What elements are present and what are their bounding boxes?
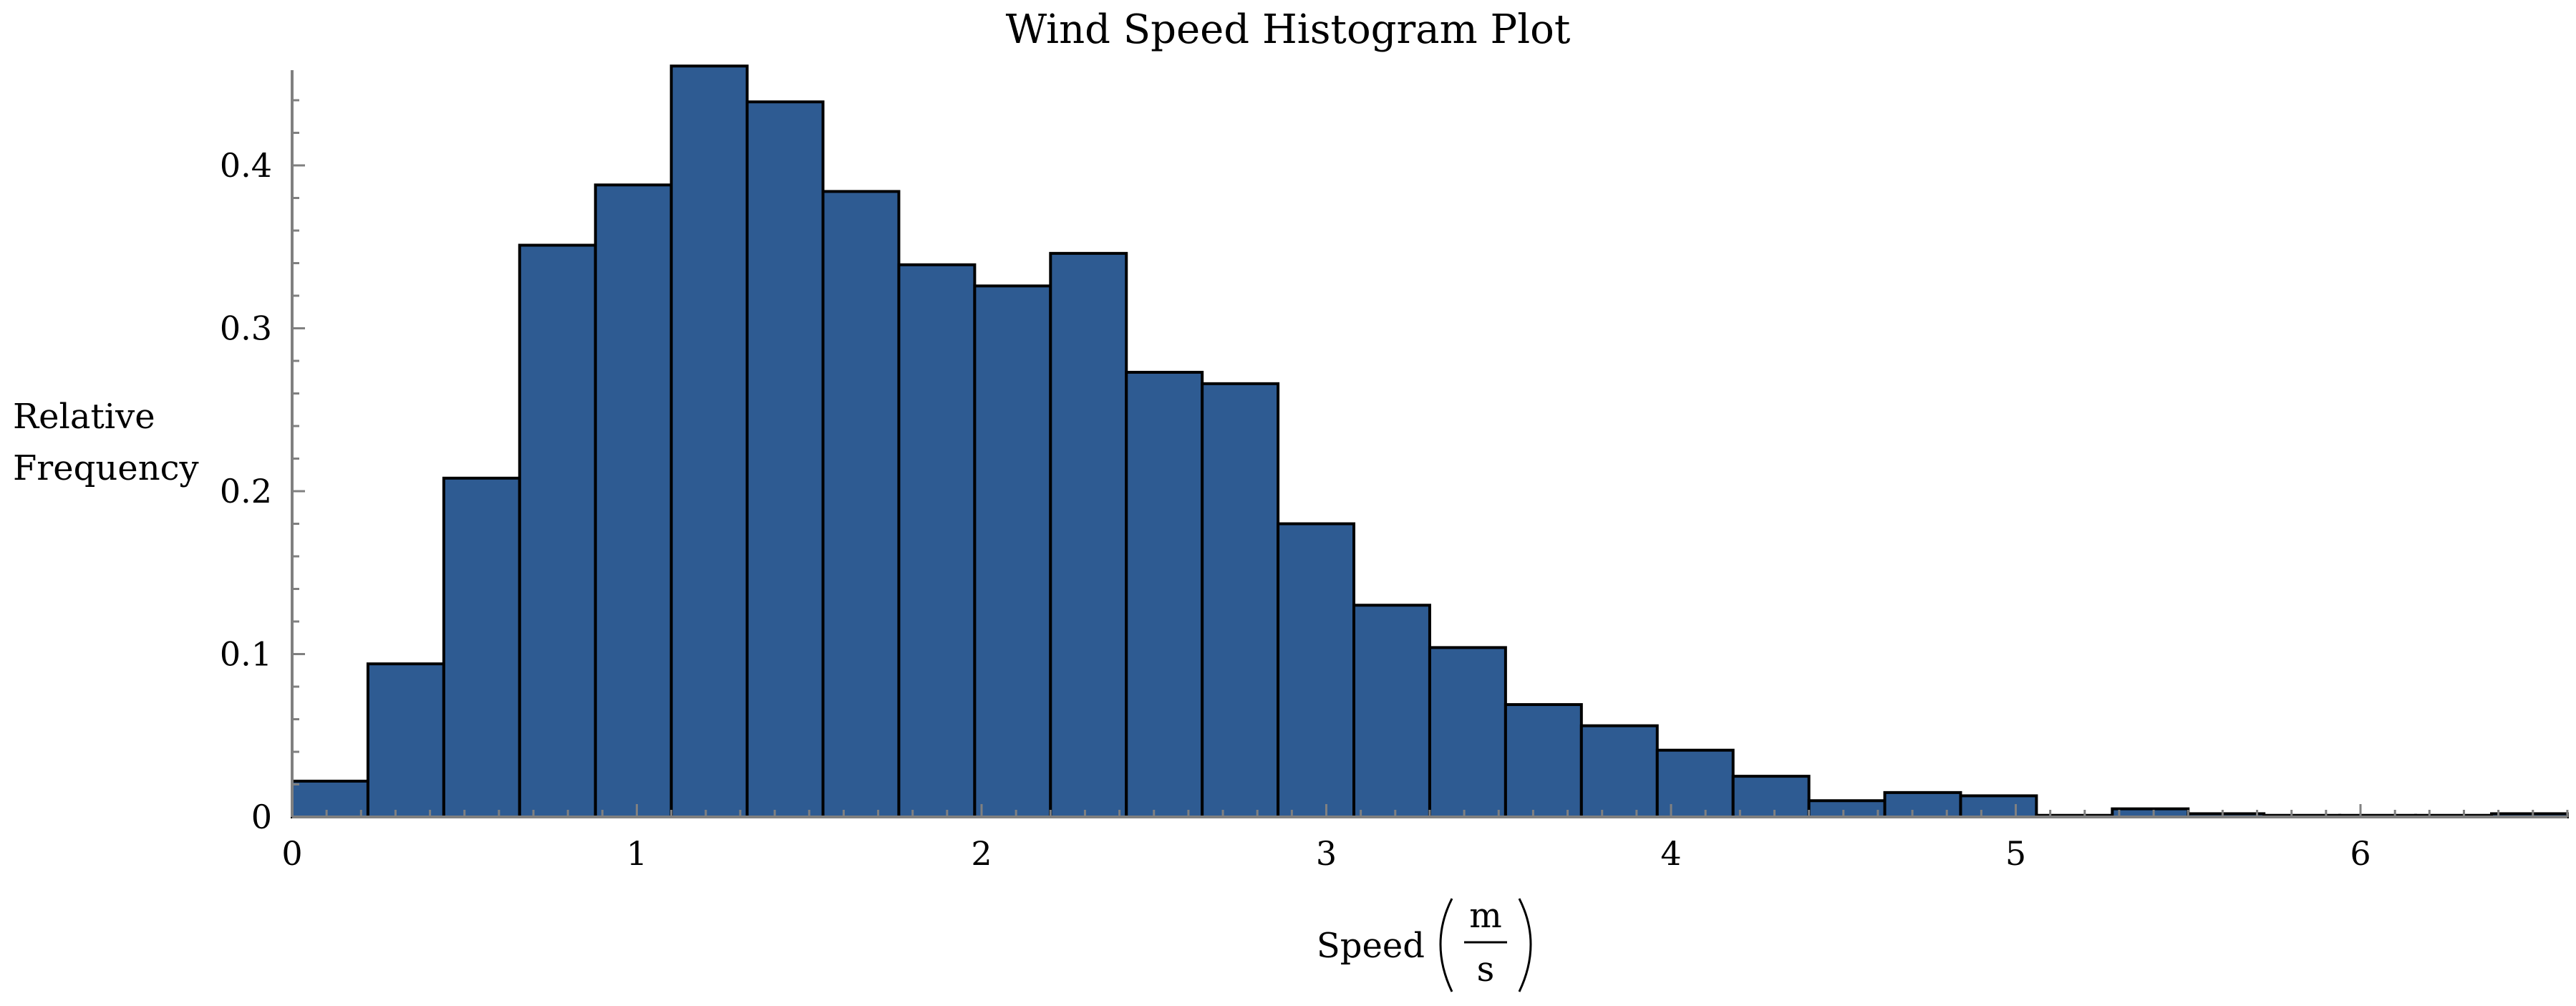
histogram-bar xyxy=(1807,799,1887,818)
x-unit-right-paren xyxy=(1518,898,1532,992)
histogram-bar xyxy=(442,476,521,818)
histogram-bar xyxy=(1579,724,1659,818)
x-tick-label: 0 xyxy=(281,834,302,873)
histogram-bar xyxy=(1352,604,1431,818)
y-tick-label: 0.1 xyxy=(220,635,272,674)
histogram-bar xyxy=(821,190,901,818)
x-axis-label: Speed xyxy=(1317,926,1425,966)
x-ticks-group: 0 1 2 3 4 5 6 xyxy=(281,804,2569,873)
histogram-bar xyxy=(1125,370,1204,818)
x-tick-label: 6 xyxy=(2350,834,2371,873)
y-axis-label-line2: Frequency xyxy=(13,448,199,488)
x-tick-label: 2 xyxy=(971,834,992,873)
histogram-bar xyxy=(366,662,445,819)
histogram-bar xyxy=(1504,703,1583,819)
y-axis-label-line1: Relative xyxy=(13,397,155,437)
y-tick-label: 0.4 xyxy=(220,146,272,185)
histogram-bar xyxy=(1201,382,1280,818)
y-tick-label: 0.2 xyxy=(220,472,272,511)
chart-title: Wind Speed Histogram Plot xyxy=(1006,6,1571,53)
y-ticks-group: 0 0.1 0.2 0.3 0.4 xyxy=(220,99,305,836)
histogram-bar xyxy=(669,64,749,819)
histogram-bar xyxy=(1428,646,1507,819)
y-tick-label: 0 xyxy=(251,798,272,836)
y-tick-label: 0.3 xyxy=(220,309,272,348)
histogram-bar xyxy=(594,183,673,818)
histogram-bar xyxy=(1731,775,1811,818)
histogram-bar xyxy=(973,284,1052,819)
x-unit-numerator: m xyxy=(1469,896,1502,936)
x-tick-label: 4 xyxy=(1660,834,1681,873)
histogram-bar xyxy=(1959,794,2038,819)
x-unit-left-paren xyxy=(1439,898,1453,992)
histogram-bar xyxy=(897,263,977,818)
histogram-bar xyxy=(1883,790,1962,818)
x-unit-denominator: s xyxy=(1477,949,1495,990)
histogram-bar xyxy=(1655,748,1735,818)
histogram-bar xyxy=(1049,251,1128,819)
histogram-bar xyxy=(745,100,825,818)
x-tick-label: 5 xyxy=(2005,834,2026,873)
bars-group xyxy=(291,64,2569,819)
histogram-bar xyxy=(1277,522,1356,818)
x-tick-label: 3 xyxy=(1316,834,1337,873)
histogram-bar xyxy=(291,779,369,818)
histogram-bar xyxy=(518,243,597,819)
x-tick-label: 1 xyxy=(626,834,647,873)
